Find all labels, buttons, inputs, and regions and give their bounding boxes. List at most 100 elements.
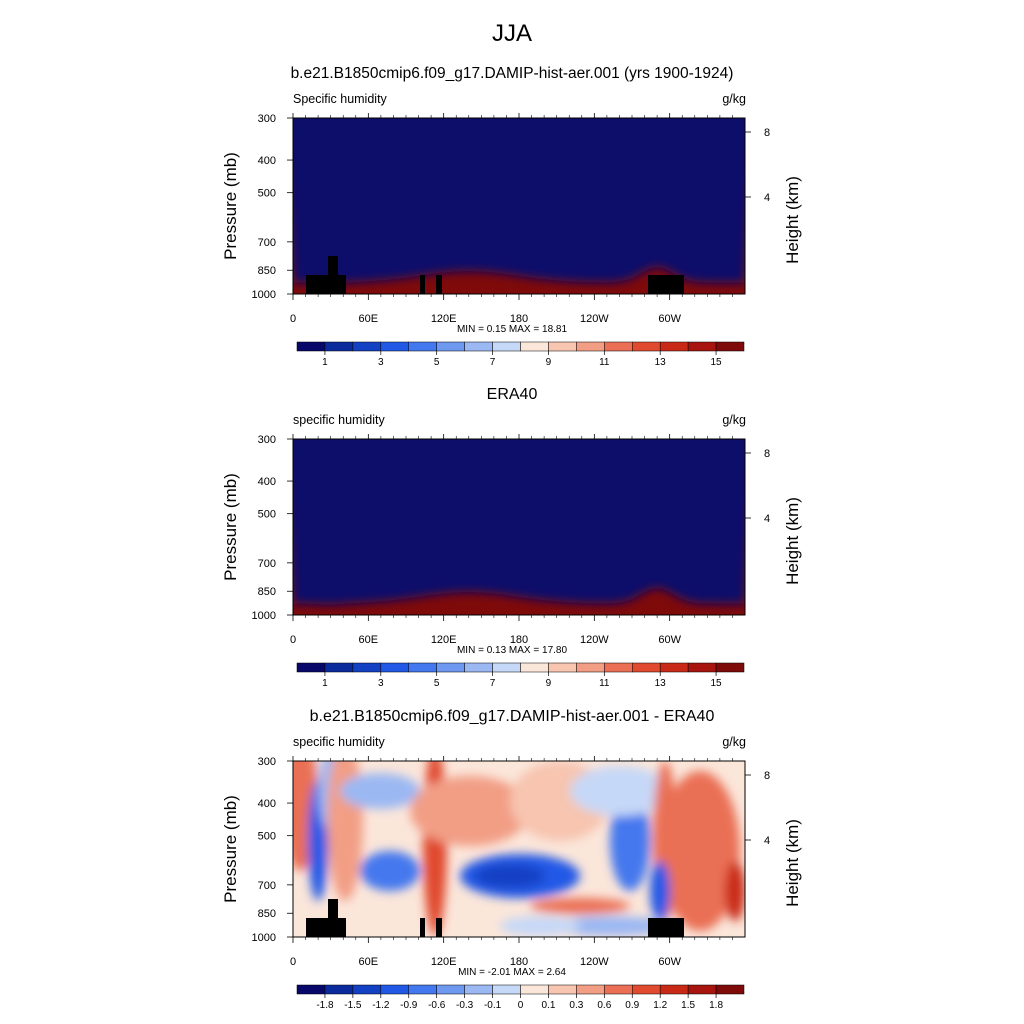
y-tick-label: 500 — [258, 509, 276, 521]
colorbar-box — [352, 662, 382, 673]
colorbar-label: 9 — [546, 357, 552, 368]
x-tick-label: 60W — [658, 956, 681, 968]
colorbar-label: 7 — [490, 678, 496, 689]
colorbar-label: 3 — [378, 678, 384, 689]
panel-title: ERA40 — [487, 386, 538, 403]
colorbar-box — [352, 341, 382, 352]
colorbar-box — [324, 984, 354, 995]
shading-blob — [360, 851, 420, 891]
shading-blob — [327, 761, 363, 901]
panel-variable-label: Specific humidity — [293, 92, 388, 106]
x-tick-label: 0 — [290, 313, 296, 325]
colorbar-box — [408, 984, 437, 995]
colorbar-box — [715, 662, 745, 673]
colorbar-box — [408, 662, 437, 673]
colorbar-box — [632, 662, 661, 673]
shading-blob — [650, 861, 670, 921]
panel-1: b.e21.B1850cmip6.f09_g17.DAMIP-hist-aer.… — [221, 65, 802, 368]
y-tick-label: 300 — [258, 756, 276, 768]
right-y-axis-label: Height (km) — [783, 819, 802, 907]
y-tick-label: 1000 — [252, 932, 276, 944]
panel-stats: MIN = -2.01 MAX = 2.64 — [458, 967, 566, 978]
colorbar-label: 5 — [434, 357, 440, 368]
shading-blob — [340, 773, 420, 809]
shading-bands — [293, 118, 745, 284]
right-y-tick-label: 4 — [764, 192, 770, 204]
y-tick-label: 850 — [258, 586, 276, 598]
colorbar-box — [659, 984, 689, 995]
colorbar-box — [687, 341, 717, 352]
colorbar-label: 1 — [322, 678, 328, 689]
colorbar-label: 13 — [655, 357, 667, 368]
y-tick-label: 300 — [258, 434, 276, 446]
colorbar-box — [436, 662, 465, 673]
colorbar-box — [659, 341, 689, 352]
colorbar-box — [464, 984, 493, 995]
colorbar-label: -0.1 — [484, 1000, 502, 1011]
colorbar-box — [548, 984, 577, 995]
x-tick-label: 180 — [510, 313, 528, 325]
colorbar-box — [436, 984, 465, 995]
y-tick-label: 300 — [258, 113, 276, 125]
colorbar-label: 15 — [711, 357, 723, 368]
right-y-tick-label: 4 — [764, 835, 770, 847]
y-axis-label: Pressure (mb) — [221, 795, 240, 903]
colorbar-label: 1.2 — [653, 1000, 667, 1011]
x-tick-label: 120E — [431, 634, 457, 646]
colorbar-box — [548, 662, 577, 673]
colorbar-label: 0.1 — [541, 1000, 555, 1011]
y-tick-label: 500 — [258, 831, 276, 843]
panel-title: b.e21.B1850cmip6.f09_g17.DAMIP-hist-aer.… — [310, 708, 715, 725]
x-tick-label: 0 — [290, 634, 296, 646]
colorbar-box — [464, 662, 493, 673]
right-y-axis-label: Height (km) — [783, 497, 802, 585]
y-axis-label: Pressure (mb) — [221, 152, 240, 260]
shading-blob — [500, 916, 580, 936]
terrain-mask — [648, 918, 684, 937]
colorbar-label: -1.5 — [344, 1000, 362, 1011]
shading-blob — [550, 916, 670, 936]
panel-units-label: g/kg — [722, 92, 746, 106]
panel-title: b.e21.B1850cmip6.f09_g17.DAMIP-hist-aer.… — [291, 65, 734, 82]
right-y-tick-label: 8 — [764, 770, 770, 782]
y-tick-label: 850 — [258, 908, 276, 920]
shading-blobs — [293, 761, 745, 936]
right-y-axis-label: Height (km) — [783, 176, 802, 264]
shading-band — [293, 118, 745, 284]
x-tick-label: 60E — [359, 634, 379, 646]
shading-blob — [570, 766, 670, 816]
colorbar-label: 15 — [711, 678, 723, 689]
right-y-tick-label: 4 — [764, 513, 770, 525]
y-tick-label: 400 — [258, 798, 276, 810]
x-tick-label: 60E — [359, 313, 379, 325]
colorbar-label: 0 — [518, 1000, 524, 1011]
panel-stats: MIN = 0.13 MAX = 17.80 — [457, 645, 567, 656]
colorbar-box — [492, 984, 521, 995]
colorbar-box — [380, 984, 409, 995]
page-title: JJA — [491, 20, 532, 47]
colorbar-box — [324, 341, 354, 352]
colorbar-box — [548, 341, 577, 352]
right-y-tick-label: 8 — [764, 127, 770, 139]
y-tick-label: 400 — [258, 155, 276, 167]
colorbar-box — [492, 341, 521, 352]
panel-3: b.e21.B1850cmip6.f09_g17.DAMIP-hist-aer.… — [221, 708, 802, 1011]
colorbar-box — [687, 984, 717, 995]
y-tick-label: 400 — [258, 476, 276, 488]
terrain-mask — [648, 275, 684, 294]
colorbar-box — [576, 662, 605, 673]
colorbar-label: -1.2 — [372, 1000, 390, 1011]
x-tick-label: 60E — [359, 956, 379, 968]
x-tick-label: 0 — [290, 956, 296, 968]
shading-blob — [725, 861, 745, 921]
colorbar-label: 1.5 — [681, 1000, 695, 1011]
colorbar: 1 3 5 7 9 11 13 15 — [296, 662, 745, 689]
colorbar-box — [380, 662, 409, 673]
colorbar-box — [632, 984, 661, 995]
colorbar-label: 11 — [599, 678, 610, 689]
shading-bands — [293, 439, 745, 605]
terrain-mask — [328, 899, 338, 937]
terrain-mask — [436, 918, 442, 937]
terrain-mask — [420, 918, 425, 937]
